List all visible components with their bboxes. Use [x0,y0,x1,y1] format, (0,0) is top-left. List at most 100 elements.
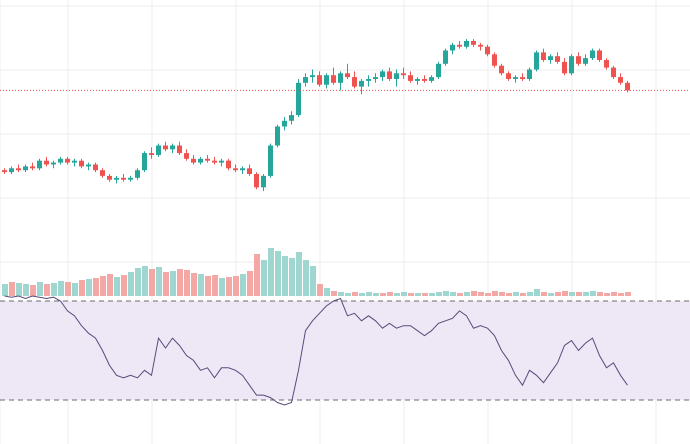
candle-body [597,50,602,60]
candle [345,63,350,79]
candle [373,73,378,83]
candle [443,48,448,66]
candle-body [128,177,133,180]
candle [37,158,42,171]
candle-body [303,77,308,83]
candle [79,158,84,169]
volume-bar [583,292,589,296]
volume-bar [548,293,554,296]
volume-bar [324,288,330,296]
candle-body [86,164,91,167]
candle-body [177,145,182,154]
candle [142,151,147,173]
candle [408,71,413,83]
candle-body [9,168,14,173]
candle [310,69,315,83]
candle-body [415,79,420,81]
volume-bar [576,292,582,296]
volume-bar [163,272,169,296]
volume-bar [170,271,176,296]
candle-body [506,73,511,79]
candle [590,48,595,60]
candle [324,73,329,89]
candle [520,73,525,81]
volume-bar [569,292,575,296]
volume-bar [135,268,141,296]
candle-body [569,56,574,74]
candle-body [72,160,77,163]
candle [611,65,616,79]
candle [492,52,497,68]
candle [555,52,560,64]
candle-body [163,145,168,150]
candle [331,67,336,85]
candle [457,41,462,49]
volume-bar [478,292,484,296]
volume-bar [366,292,372,296]
volume-bar [625,292,631,296]
candle [226,158,231,171]
candle-body [37,160,42,169]
candle-body [282,120,287,127]
candle [464,39,469,49]
candle-body [387,71,392,79]
candle [16,164,21,173]
candle-body [149,153,154,155]
candle [583,54,588,66]
candle-body [23,166,28,171]
volume-bar [72,283,78,296]
candle [604,58,609,70]
candle [387,67,392,81]
candle-body [100,170,105,176]
candle [170,143,175,154]
candle-body [51,162,56,165]
volume-bar [30,285,36,296]
candle [72,158,77,167]
candle-body [324,75,329,85]
volume-bar [310,266,316,296]
candle-body [240,168,245,171]
volume-bar [149,269,155,296]
candle [107,174,112,182]
candle [261,174,266,192]
candle-body [450,44,455,51]
candle-body [499,65,504,74]
candle-body [380,71,385,78]
candle-body [408,75,413,81]
candle [401,67,406,79]
candle-body [107,175,112,180]
volume-bar [317,284,323,296]
candle-body [296,82,301,116]
candle-body [184,153,189,159]
candle [233,164,238,173]
candle [303,73,308,87]
candle-body [2,170,7,173]
candle [149,147,154,159]
volume-bar [128,272,134,296]
candle-body [534,52,539,70]
volume-bar [233,276,239,296]
candle [65,156,70,165]
candle-body [548,56,553,60]
candle [436,61,441,79]
candle [212,156,217,165]
candle [219,158,224,167]
candle [156,143,161,157]
candle-body [457,44,462,47]
volume-bar [408,293,414,296]
candle [499,63,504,76]
candle-body [562,61,567,74]
candle [198,156,203,165]
candle-body [527,69,532,79]
candle-body [93,164,98,171]
candle [9,166,14,174]
volume-bar [107,274,113,296]
volume-bar [198,274,204,296]
candle [485,44,490,57]
candle [394,69,399,87]
candle-body [198,158,203,163]
candle-body [492,54,497,66]
candle [380,69,385,81]
candle-body [471,41,476,45]
candle [450,42,455,55]
